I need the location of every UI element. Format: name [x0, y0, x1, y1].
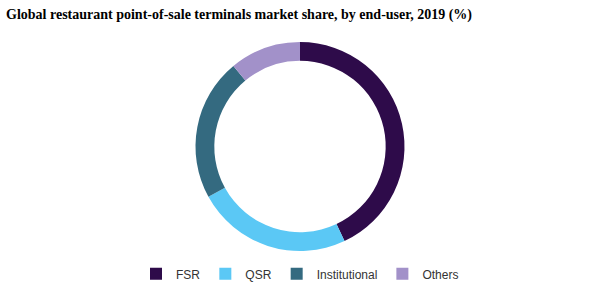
svg-text:Global restaurant point-of-sal: Global restaurant point-of-sale terminal… [6, 7, 472, 23]
svg-text:Others: Others [422, 268, 458, 282]
svg-text:FSR: FSR [176, 268, 200, 282]
svg-text:QSR: QSR [245, 268, 271, 282]
svg-text:Institutional: Institutional [317, 268, 378, 282]
